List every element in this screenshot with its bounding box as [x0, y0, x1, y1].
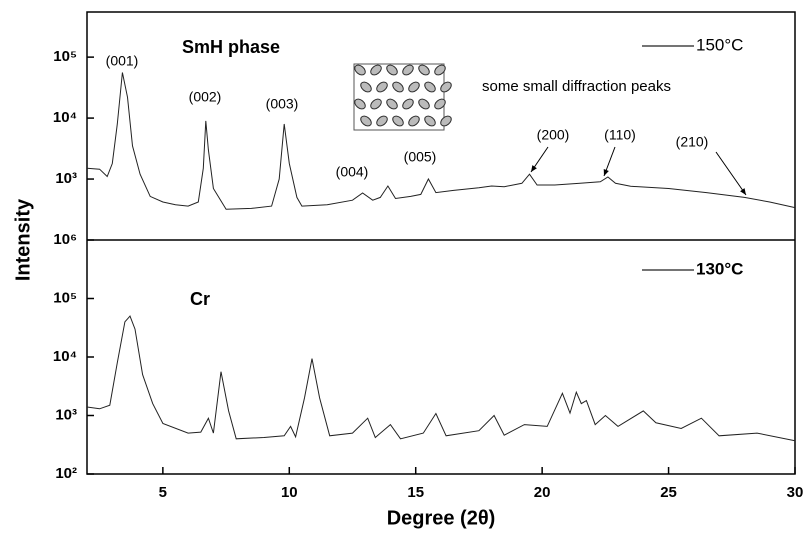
panel-label: SmH phase [182, 37, 280, 57]
molecule [440, 81, 452, 93]
molecule [424, 81, 436, 93]
molecule [392, 115, 404, 127]
molecule [376, 115, 388, 127]
peak-label: (003) [266, 96, 299, 112]
peak-label: (001) [106, 53, 139, 69]
arrow-head [740, 188, 746, 195]
molecule [418, 98, 430, 110]
molecule [434, 98, 446, 110]
x-tick-label: 25 [660, 484, 677, 501]
legend-label: 130°C [696, 259, 743, 278]
data-line [86, 315, 796, 442]
molecule [386, 98, 398, 110]
molecule [354, 64, 366, 76]
x-tick-label: 20 [534, 484, 551, 501]
molecule [424, 115, 436, 127]
plot-frame [86, 11, 796, 475]
molecule [360, 81, 372, 93]
molecule [392, 81, 404, 93]
y-tick-label: 10⁴ [53, 348, 77, 365]
x-tick-label: 30 [787, 484, 804, 501]
molecule [360, 115, 372, 127]
y-tick-label: 10⁶ [53, 231, 77, 248]
arrow-head [531, 165, 537, 172]
data-line [86, 72, 796, 210]
peak-label: (002) [189, 89, 222, 105]
legend-label: 150°C [696, 35, 743, 54]
note: some small diffraction peaks [482, 78, 671, 95]
y-tick-label: 10⁵ [53, 289, 77, 306]
molecule [386, 64, 398, 76]
x-tick-label: 5 [159, 484, 167, 501]
molecule [440, 115, 452, 127]
peak-label: (110) [604, 127, 636, 143]
peak-label: (005) [404, 149, 437, 165]
y-tick-label: 10³ [55, 170, 77, 187]
molecule [434, 64, 446, 76]
x-tick-label: 10 [281, 484, 298, 501]
molecule [354, 98, 366, 110]
molecular-inset [353, 63, 452, 131]
molecule [402, 98, 414, 110]
arrow-head [603, 169, 609, 176]
molecule [370, 64, 382, 76]
y-tick-label: 10⁵ [53, 48, 77, 65]
molecule [376, 81, 388, 93]
molecule [408, 81, 420, 93]
y-tick-label: 10² [55, 465, 77, 482]
panel-label: Cr [190, 289, 210, 309]
arrow [715, 151, 747, 196]
x-axis-label: Degree (2θ) [387, 507, 496, 529]
x-tick-label: 15 [407, 484, 424, 501]
molecule [418, 64, 430, 76]
peak-label: (004) [336, 164, 369, 180]
molecule [408, 115, 420, 127]
inset-frame [353, 63, 445, 131]
peak-label: (210) [676, 134, 709, 150]
y-axis-label: Intensity [12, 198, 34, 281]
peak-label: (200) [537, 127, 570, 143]
molecule [402, 64, 414, 76]
y-tick-label: 10³ [55, 406, 77, 423]
y-tick-label: 10⁴ [53, 109, 77, 126]
molecule [370, 98, 382, 110]
